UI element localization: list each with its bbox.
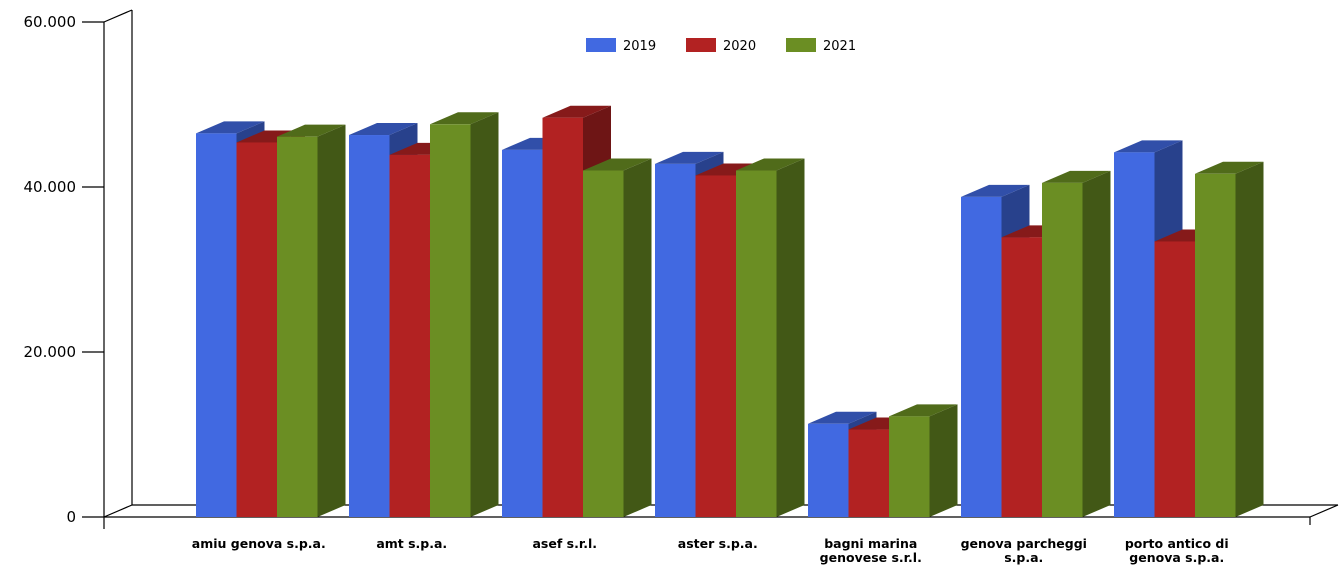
bar-front — [889, 416, 930, 517]
bar — [1042, 170, 1111, 517]
category-label: genova parcheggi s.p.a. — [961, 536, 1087, 565]
bar-top — [961, 184, 1030, 197]
legend-label: 2021 — [823, 39, 856, 54]
legend-swatch — [586, 38, 616, 52]
bar-front — [1114, 152, 1155, 517]
bar — [430, 112, 499, 518]
legend-swatch — [686, 38, 716, 52]
bar-top — [808, 411, 877, 424]
floor-right-edge — [1309, 504, 1339, 518]
bar-top — [736, 158, 805, 171]
bar-top — [196, 121, 265, 134]
bar — [889, 404, 958, 517]
bar-top — [430, 112, 499, 125]
bar-front — [502, 149, 543, 517]
legend-item: 2019 — [586, 38, 656, 54]
y-tick-labels: 0 20.000 40.000 60.000 — [24, 13, 104, 526]
category-label: amiu genova s.p.a. — [192, 536, 326, 551]
bars — [196, 105, 1264, 518]
bar-front — [349, 135, 390, 517]
bar-front — [236, 142, 277, 517]
y-tick-label: 60.000 — [24, 13, 77, 31]
category-label: asef s.r.l. — [533, 536, 598, 551]
legend-swatch — [786, 38, 816, 52]
category-label: aster s.p.a. — [678, 536, 758, 551]
bar — [1195, 161, 1264, 518]
floor-left-edge — [103, 504, 133, 518]
bar-side — [1082, 170, 1111, 517]
bar-front — [961, 196, 1002, 517]
bar-front — [1042, 182, 1083, 517]
bar-front — [389, 154, 430, 517]
bar-front — [430, 124, 471, 518]
legend-label: 2019 — [623, 39, 656, 54]
y-tick-label: 0 — [66, 508, 76, 526]
bar-top — [1195, 161, 1264, 174]
category-label: amt s.p.a. — [376, 536, 447, 551]
bar-top — [542, 105, 611, 118]
bar-front — [1154, 241, 1195, 517]
bar-front — [1195, 173, 1236, 518]
bar — [277, 124, 346, 518]
bar-front — [583, 170, 624, 517]
category-labels: amiu genova s.p.a. amt s.p.a. asef s.r.l. a… — [192, 536, 1229, 565]
bar-top — [1114, 140, 1183, 153]
axis-top-connector — [103, 9, 133, 23]
bar-front — [808, 423, 849, 517]
bar-top — [655, 151, 724, 164]
bar-side — [317, 124, 346, 518]
bar-side — [1235, 161, 1264, 518]
bar-top — [1042, 170, 1111, 183]
legend-item: 2021 — [786, 38, 856, 54]
y-tick-label: 20.000 — [24, 343, 77, 361]
legend-item: 2020 — [686, 38, 756, 54]
bar-top — [889, 404, 958, 417]
bar-side — [776, 158, 805, 517]
bar-top — [583, 158, 652, 171]
bar — [583, 158, 652, 517]
bar-side — [470, 112, 499, 518]
bar-side — [929, 404, 958, 517]
bar — [736, 158, 805, 517]
bar-front — [655, 163, 696, 517]
legend: 2019 2020 2021 — [586, 38, 856, 54]
bar-front — [196, 133, 237, 517]
y-tick-label: 40.000 — [24, 178, 77, 196]
bar-side — [623, 158, 652, 517]
bar-top — [349, 123, 418, 136]
bar-top — [277, 124, 346, 137]
legend-label: 2020 — [723, 39, 756, 54]
bar-front — [542, 117, 583, 517]
bar-front — [695, 175, 736, 517]
category-label: porto antico di genova s.p.a. — [1125, 536, 1229, 565]
bar-front — [736, 170, 777, 517]
bar-front — [1001, 237, 1042, 517]
category-label: bagni marina genovese s.r.l. — [820, 536, 922, 565]
bar-front — [277, 136, 318, 518]
bar-front — [848, 429, 889, 517]
